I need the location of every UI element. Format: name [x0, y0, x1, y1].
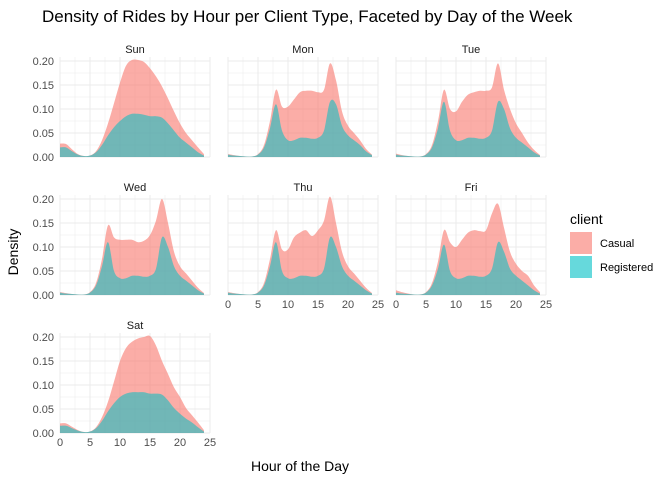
x-tick-label: 10 — [450, 299, 462, 311]
area-registered — [396, 241, 540, 295]
y-tick-label: 0.15 — [33, 218, 54, 230]
facet-mon: Mon — [227, 44, 379, 158]
chart-title: Density of Rides by Hour per Client Type… — [42, 7, 573, 26]
facet-thu: Thu 0 5 10 15 20 25 — [225, 182, 384, 311]
y-tick-label: 0.00 — [33, 152, 54, 164]
legend-label: Registered — [600, 262, 653, 274]
x-tick-label: 25 — [204, 437, 216, 449]
x-tick-label: 0 — [393, 299, 399, 311]
x-tick-label: 5 — [255, 299, 261, 311]
legend-swatch — [570, 256, 592, 278]
area-registered — [60, 392, 204, 433]
y-tick-label: 0.20 — [33, 194, 54, 206]
y-tick-label: 0.20 — [33, 56, 54, 68]
y-tick-label: 0.10 — [33, 380, 54, 392]
y-tick-label: 0.00 — [33, 428, 54, 440]
facet-strip-label: Tue — [462, 44, 481, 56]
x-tick-label: 10 — [114, 437, 126, 449]
x-tick-label: 15 — [144, 437, 156, 449]
x-tick-label: 25 — [372, 299, 384, 311]
area-registered — [228, 99, 372, 157]
legend: client Casual Registered — [570, 211, 653, 278]
facet-strip-label: Sat — [127, 320, 144, 332]
legend-swatch — [570, 232, 592, 254]
y-tick-label: 0.15 — [33, 80, 54, 92]
facet-strip-label: Fri — [465, 182, 478, 194]
legend-item-casual: Casual — [570, 232, 634, 254]
facet-fri: Fri 0 5 10 15 20 25 — [393, 182, 552, 311]
facet-strip-label: Sun — [125, 44, 145, 56]
x-tick-label: 15 — [480, 299, 492, 311]
facet-sun: Sun 0.00 0.05 0.10 0.15 0.20 — [33, 44, 211, 164]
x-tick-label: 0 — [225, 299, 231, 311]
area-registered — [228, 236, 372, 295]
x-tick-label: 25 — [540, 299, 552, 311]
y-tick-label: 0.05 — [33, 266, 54, 278]
facet-strip-label: Wed — [124, 182, 146, 194]
x-tick-label: 10 — [282, 299, 294, 311]
x-tick-label: 20 — [342, 299, 354, 311]
area-registered — [60, 113, 204, 157]
y-tick-label: 0.15 — [33, 356, 54, 368]
x-tick-label: 20 — [510, 299, 522, 311]
facet-strip-label: Mon — [292, 44, 313, 56]
legend-label: Casual — [600, 238, 634, 250]
area-registered — [60, 236, 204, 295]
facet-strip-label: Thu — [294, 182, 313, 194]
area-registered — [396, 100, 540, 157]
y-axis-title: Density — [5, 229, 21, 276]
x-axis-title: Hour of the Day — [251, 458, 349, 474]
facet-wed: Wed 0.00 0.05 0.10 0.15 0.20 — [33, 182, 211, 302]
legend-title: client — [570, 211, 603, 227]
y-tick-label: 0.10 — [33, 104, 54, 116]
y-tick-label: 0.05 — [33, 128, 54, 140]
legend-item-registered: Registered — [570, 256, 653, 278]
x-tick-label: 20 — [174, 437, 186, 449]
facet-sat: Sat 0.00 0.05 0.10 0.15 0.20 0 5 10 15 20 25 — [33, 320, 217, 449]
x-tick-label: 15 — [312, 299, 324, 311]
y-tick-label: 0.20 — [33, 332, 54, 344]
x-tick-label: 5 — [423, 299, 429, 311]
x-tick-label: 5 — [87, 437, 93, 449]
facet-panels: Sun 0.00 0.05 0.10 0.15 0.20 Mon Tue Wed 0.00 0.05… — [33, 44, 553, 449]
facet-tue: Tue — [395, 44, 547, 158]
y-tick-label: 0.05 — [33, 404, 54, 416]
x-tick-label: 0 — [57, 437, 63, 449]
y-tick-label: 0.00 — [33, 290, 54, 302]
y-tick-label: 0.10 — [33, 242, 54, 254]
